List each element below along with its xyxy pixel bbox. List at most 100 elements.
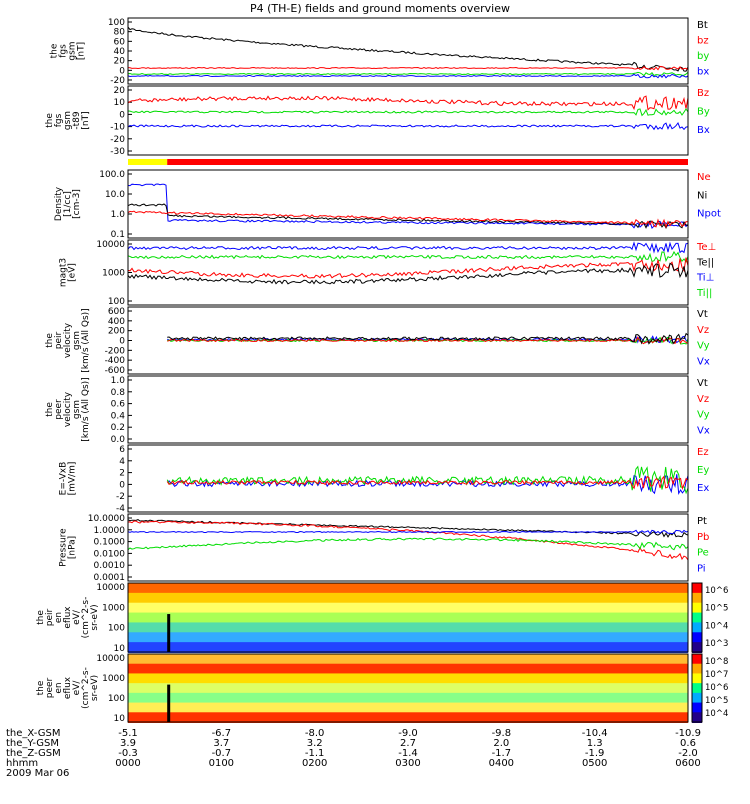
y-tick-label: 0.6 — [111, 400, 126, 410]
panel-frame — [127, 169, 689, 239]
legend-entry: Ni — [697, 190, 707, 201]
y-tick-label: 10.0 — [105, 190, 125, 200]
x-axis-value: -2.0 — [678, 748, 698, 759]
x-axis-row-label: the_X-GSM — [6, 728, 60, 739]
series-Ti-par — [127, 250, 689, 263]
legend-entry: Ti|| — [696, 288, 712, 299]
panel-frame — [127, 582, 689, 653]
y-tick-label: -600 — [105, 366, 126, 376]
series-Pe — [127, 537, 689, 551]
panel-ylabel: peer — [54, 399, 64, 420]
figure-title: P4 (TH-E) fields and ground moments over… — [250, 2, 510, 15]
y-tick-label: 1000 — [102, 269, 125, 279]
spectrogram-gap — [167, 684, 171, 722]
series-Bt — [127, 26, 689, 72]
legend-entry: Ti⊥ — [696, 273, 714, 284]
y-tick-label: -30 — [110, 147, 125, 157]
x-axis-value: -6.7 — [212, 728, 232, 739]
x-axis-row-label: the_Z-GSM — [6, 748, 61, 759]
colorbar-swatch — [692, 612, 702, 624]
legend-entry: Ex — [697, 483, 709, 494]
y-tick-label: 0 — [119, 110, 125, 120]
status-bar-red — [167, 159, 688, 165]
x-axis-value: 0300 — [395, 758, 420, 769]
panel-ylabel: sr-eV) — [90, 675, 100, 701]
y-tick-label: 20 — [114, 57, 126, 67]
colorbar-swatch — [692, 712, 702, 723]
x-axis-row-label: the_Y-GSM — [6, 738, 59, 749]
colorbar-swatch — [692, 683, 702, 694]
series-Npot — [127, 183, 689, 230]
panel-ylabel: E=-VxB — [59, 462, 69, 496]
panel-ylabel: the — [45, 113, 55, 128]
spectrogram-band — [128, 654, 688, 665]
spectrogram-band — [128, 592, 688, 604]
legend-entry: Ey — [697, 465, 709, 476]
y-tick-label: 20 — [114, 86, 126, 96]
y-tick-label: -200 — [105, 346, 126, 356]
spectrogram-band — [128, 663, 688, 675]
legend-entry: Ne — [697, 172, 711, 183]
x-axis-value: 0600 — [675, 758, 700, 769]
panel-ylabel: eflux — [63, 676, 73, 699]
y-tick-label: -20 — [110, 135, 125, 145]
legend-entry: Pe — [697, 548, 709, 559]
legend-entry: Vx — [697, 356, 710, 367]
panel-ylabel: peir — [54, 331, 64, 349]
colorbar-label: 10^4 — [705, 621, 728, 631]
legend-entry: Bx — [697, 125, 710, 136]
panel-ylabel: (cm^2-s- — [81, 597, 91, 639]
spectrogram-band — [128, 632, 688, 644]
spectrogram-band — [128, 683, 688, 694]
colorbar-label: 10^5 — [705, 604, 728, 614]
spectrogram-band — [128, 622, 688, 634]
y-tick-label: 0.0010 — [94, 561, 126, 571]
colorbar-label: 10^8 — [705, 657, 728, 667]
panel-frame — [127, 653, 689, 723]
panel-ylabel: gsm — [63, 111, 73, 130]
x-axis-value: -1.1 — [305, 748, 325, 759]
panel-ylabel: peer — [45, 677, 55, 698]
panel-ylabel: sr-eV) — [90, 604, 100, 630]
x-axis-date: 2009 Mar 06 — [6, 768, 69, 779]
y-tick-label: 200 — [108, 327, 125, 337]
y-tick-label: 1000 — [102, 674, 125, 684]
panel-ylabel: [km/s (All Qs)] — [81, 377, 91, 441]
panel-p4: magt3 [eV] 10000 1000 100 Te⊥ Te|| Ti⊥ Ti|| — [59, 239, 716, 307]
panel-p9: the peir en eflux eV/(cm^2-s-sr-eV) 10000 1000… — [36, 582, 728, 654]
x-axis-value: 2.7 — [400, 738, 416, 749]
colorbar-swatch — [692, 692, 702, 704]
y-tick-label: 600 — [108, 307, 125, 317]
panel-ylabel: the — [50, 43, 60, 58]
panel-frame — [127, 85, 689, 156]
series-Vz — [167, 336, 689, 345]
spectrogram-band — [128, 612, 688, 624]
y-tick-label: 60 — [114, 37, 126, 47]
y-tick-label: 100.0 — [99, 170, 125, 180]
panel-frame — [127, 444, 689, 513]
x-axis-value: -8.0 — [305, 728, 325, 739]
panel-ylabel: en — [54, 612, 64, 623]
y-tick-label: -4 — [116, 504, 125, 514]
legend-entry: Vt — [697, 309, 708, 320]
legend-entry: Pb — [697, 532, 709, 543]
legend-entry: Vz — [697, 394, 709, 405]
panel-ylabel: [mV/m] — [68, 462, 78, 496]
x-axis-value: -9.0 — [398, 728, 418, 739]
y-tick-label: 2 — [119, 469, 125, 479]
series-Bx — [127, 121, 689, 131]
y-tick-label: 80 — [114, 28, 126, 38]
y-tick-label: 10000 — [96, 654, 125, 664]
colorbar-swatch — [692, 673, 702, 685]
series-Pi — [127, 529, 689, 535]
legend-entry: Vz — [697, 325, 709, 336]
panel-ylabel: the — [36, 610, 46, 625]
colorbar-swatch — [692, 583, 702, 594]
panel-ylabel: the — [36, 680, 46, 695]
panel-ylabel: Density — [54, 186, 64, 221]
legend-entry: Ez — [697, 447, 709, 458]
legend-entry: Vy — [697, 410, 710, 421]
series-Ni — [127, 203, 689, 229]
panel-ylabel: [nT] — [77, 42, 87, 60]
panel-p6: the peer velocity gsm [km/s (All Qs)] 1.0 0.8 0… — [45, 375, 710, 445]
